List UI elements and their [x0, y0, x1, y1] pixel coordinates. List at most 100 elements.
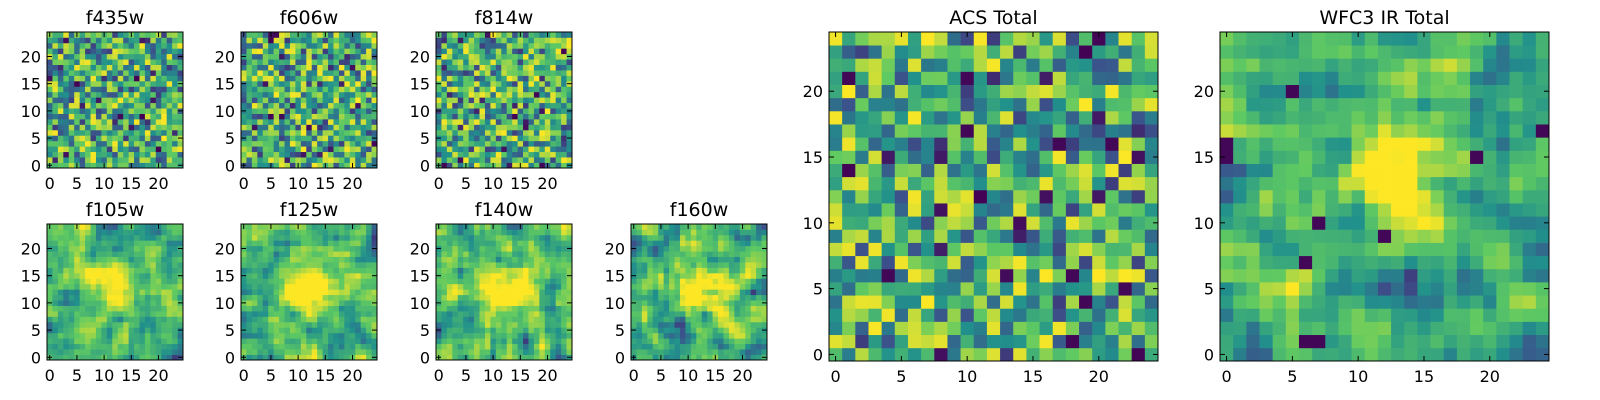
heatmap-cell — [907, 295, 922, 309]
heatmap-cell — [52, 32, 59, 38]
heatmap-cell — [344, 151, 351, 158]
heatmap-cell — [544, 338, 551, 345]
heatmap-cell — [106, 321, 113, 328]
heatmap-cell — [457, 311, 464, 317]
heatmap-cell — [468, 32, 475, 38]
heatmap-cell — [566, 240, 573, 247]
heatmap-cell — [1105, 242, 1119, 257]
heatmap-cell — [1079, 255, 1093, 270]
heatmap-cell — [101, 119, 108, 125]
x-tick-label: 0 — [434, 366, 444, 385]
heatmap-cell — [484, 272, 491, 279]
heatmap-cell — [555, 349, 562, 355]
heatmap-cell — [257, 289, 264, 296]
heatmap-cell — [161, 251, 168, 257]
heatmap-cell — [57, 42, 64, 49]
heatmap-cell — [47, 86, 53, 93]
heatmap-cell — [506, 102, 513, 109]
heatmap-cell — [155, 327, 162, 334]
x-tick-label: 5 — [656, 366, 666, 385]
heatmap-cell — [311, 332, 318, 339]
heatmap-cell — [123, 305, 129, 312]
heatmap-cell — [452, 129, 459, 136]
heatmap-cell — [289, 234, 296, 241]
heatmap-cell — [474, 294, 480, 301]
heatmap-cell — [523, 48, 529, 55]
heatmap-cell — [317, 146, 323, 153]
heatmap-cell — [495, 311, 502, 317]
heatmap-cell — [636, 321, 643, 328]
heatmap-cell — [468, 321, 475, 328]
heatmap-cell — [523, 245, 529, 252]
heatmap-cell — [172, 113, 178, 120]
heatmap-cell — [306, 229, 313, 236]
heatmap-cell — [501, 91, 508, 98]
heatmap-cell — [463, 278, 469, 285]
heatmap-cell — [128, 245, 135, 252]
heatmap-cell — [63, 113, 70, 120]
heatmap-cell — [647, 251, 654, 257]
heatmap-cell — [139, 140, 146, 147]
heatmap-cell — [251, 146, 258, 153]
heatmap-cell — [506, 157, 513, 163]
heatmap-cell — [750, 262, 757, 268]
heatmap-cell — [484, 305, 491, 312]
heatmap-cell — [855, 216, 869, 230]
heatmap-cell — [161, 240, 168, 247]
heatmap-cell — [306, 305, 313, 312]
heatmap-cell — [479, 75, 486, 82]
heatmap-cell — [128, 294, 135, 301]
heatmap-cell — [155, 311, 162, 317]
heatmap-cell — [338, 343, 345, 350]
heatmap-cell — [161, 245, 168, 252]
heatmap-cell — [161, 332, 168, 339]
heatmap-cell — [344, 256, 351, 263]
heatmap-cell — [161, 97, 168, 104]
heatmap-cell — [523, 289, 529, 296]
heatmap-cell — [669, 305, 675, 312]
heatmap-cell — [257, 53, 264, 60]
heatmap-cell — [134, 311, 140, 317]
heatmap-cell — [756, 311, 762, 317]
heatmap-cell — [63, 316, 70, 323]
heatmap-cell — [106, 343, 113, 350]
heatmap-cell — [355, 251, 362, 257]
heatmap-cell — [960, 334, 975, 349]
heatmap-cell — [128, 229, 135, 236]
heatmap-cell — [555, 224, 562, 230]
heatmap-cell — [528, 294, 535, 301]
heatmap-cell — [1144, 321, 1159, 336]
heatmap-cell — [268, 48, 274, 55]
heatmap-cell — [317, 129, 323, 136]
heatmap-cell — [468, 162, 475, 169]
heatmap-cell — [139, 75, 146, 82]
panel-title: ACS Total — [949, 7, 1037, 29]
heatmap-cell — [349, 129, 356, 136]
heatmap-cell — [446, 332, 453, 339]
heatmap-cell — [150, 42, 157, 49]
heatmap-cell — [166, 97, 173, 104]
heatmap-cell — [371, 267, 378, 274]
heatmap-cell — [506, 251, 513, 257]
heatmap-cell — [528, 157, 535, 163]
heatmap-cell — [90, 229, 97, 236]
y-tick-label: 5 — [225, 321, 235, 340]
heatmap-cell — [161, 113, 168, 120]
heatmap-cell — [550, 251, 557, 257]
heatmap-cell — [284, 316, 291, 323]
heatmap-cell — [1131, 347, 1146, 362]
heatmap-cell — [349, 251, 356, 257]
heatmap-cell — [1144, 216, 1159, 230]
heatmap-cell — [457, 157, 464, 163]
heatmap-cell — [512, 113, 518, 120]
heatmap-cell — [246, 305, 253, 312]
heatmap-cell — [663, 240, 670, 247]
heatmap-cell — [446, 300, 453, 306]
heatmap-cell — [550, 32, 557, 38]
heatmap-cell — [474, 80, 480, 87]
heatmap-cell — [1013, 334, 1027, 349]
heatmap-cell — [57, 97, 64, 104]
heatmap-cell — [112, 289, 119, 296]
heatmap-cell — [1092, 295, 1106, 309]
heatmap-cell — [707, 349, 713, 355]
